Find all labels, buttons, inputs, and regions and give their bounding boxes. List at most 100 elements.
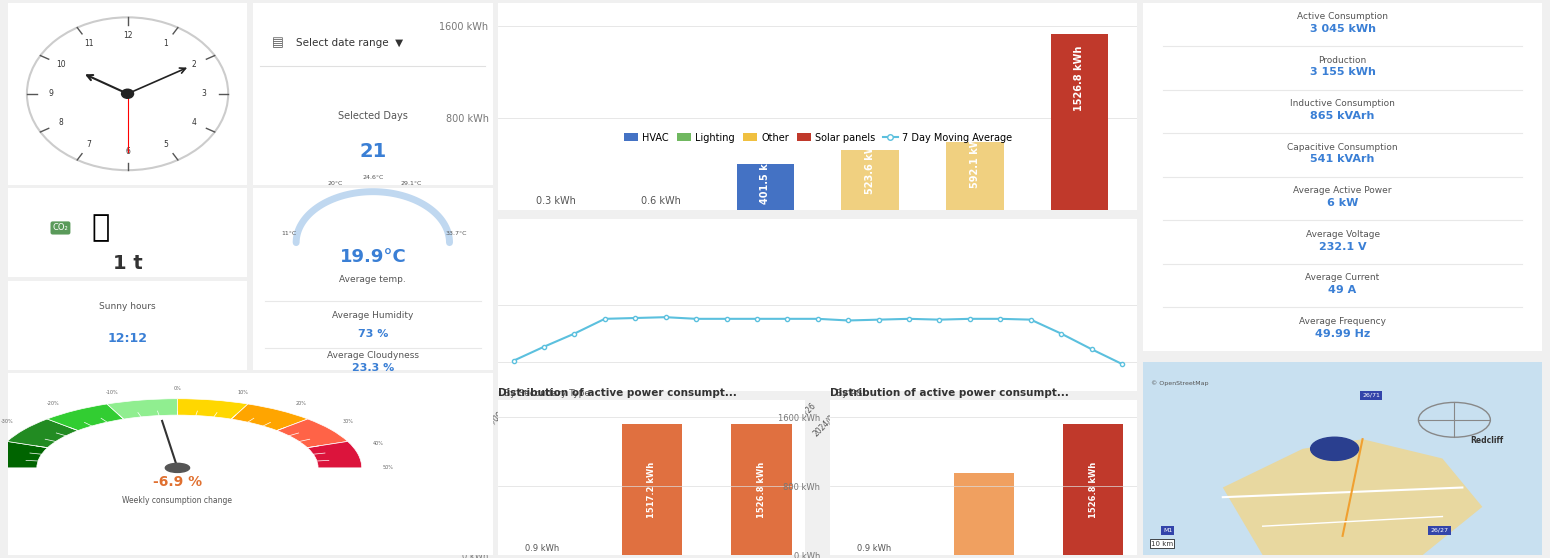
Text: 19.9°C: 19.9°C [339,248,406,266]
Text: 20°C: 20°C [327,181,343,186]
Text: 26/71: 26/71 [1362,393,1381,398]
Text: Production: Production [1319,56,1367,65]
Wedge shape [46,404,124,431]
Text: -30%: -30% [0,419,12,424]
FancyBboxPatch shape [1023,304,1550,558]
Text: Average Active Power: Average Active Power [1293,186,1392,195]
Text: M1: M1 [1162,528,1172,533]
Text: 49.99 Hz: 49.99 Hz [1314,329,1370,339]
Text: 21: 21 [360,142,386,161]
Text: 0%: 0% [174,386,181,391]
Text: 20%: 20% [296,401,307,406]
Wedge shape [277,419,347,448]
Text: 0.9 kWh: 0.9 kWh [857,545,891,554]
Text: Average Humidity: Average Humidity [332,311,414,320]
Text: 0.3 kWh: 0.3 kWh [536,196,577,206]
Wedge shape [0,441,48,468]
Text: 8: 8 [59,118,64,127]
Text: 11°C: 11°C [282,231,296,236]
Text: -20%: -20% [46,401,60,406]
Text: 3 155 kWh: 3 155 kWh [1310,68,1375,78]
Text: 12:12: 12:12 [107,333,147,345]
Text: 50%: 50% [383,465,394,470]
Text: 9: 9 [48,89,53,98]
Text: CO₂: CO₂ [53,223,68,233]
Text: Select date range  ▼: Select date range ▼ [296,38,403,48]
Text: -6.9 %: -6.9 % [153,475,202,489]
Text: 10: 10 [56,60,67,69]
Text: 1: 1 [163,39,169,48]
Text: 5: 5 [163,140,169,148]
Text: Inductive Consumption: Inductive Consumption [1290,99,1395,108]
Text: Distribution of active power consumpt...: Distribution of active power consumpt... [498,388,738,398]
Circle shape [26,17,228,170]
Text: Average Frequency: Average Frequency [1299,317,1386,326]
Text: 541 kVArh: 541 kVArh [1310,155,1375,165]
Text: Selected Days: Selected Days [338,110,408,121]
Text: Average Cloudyness: Average Cloudyness [327,351,419,360]
Circle shape [1311,437,1358,460]
Text: 865 kVArh: 865 kVArh [1310,111,1375,121]
Bar [1063,424,1124,555]
Text: 1517.2 kWh: 1517.2 kWh [648,461,656,518]
Text: Redcliff: Redcliff [1471,436,1503,445]
Wedge shape [177,399,248,419]
Text: Weekly consumption change: Weekly consumption change [122,496,232,505]
Text: 23.3 %: 23.3 % [352,363,394,373]
Text: 73 %: 73 % [358,329,388,339]
Polygon shape [1223,439,1482,555]
Text: © OpenStreetMap: © OpenStreetMap [1152,381,1209,386]
Wedge shape [107,399,177,419]
Wedge shape [307,441,361,468]
Text: 1 t: 1 t [113,254,143,273]
Text: 33.7°C: 33.7°C [446,231,468,236]
Text: 40%: 40% [372,441,383,446]
Text: 10%: 10% [237,390,248,395]
Text: 11: 11 [84,39,95,48]
Text: 10 km: 10 km [1152,541,1173,546]
Text: -10%: -10% [105,390,119,395]
Text: 232.1 V: 232.1 V [1319,242,1367,252]
Text: 12: 12 [122,31,132,40]
Text: 2: 2 [192,60,197,69]
Text: 523.6 kWh: 523.6 kWh [865,136,876,194]
Text: 592.1 kWh: 592.1 kWh [970,129,980,188]
Text: Average Wind Wpeed: Average Wind Wpeed [82,396,174,405]
Bar [732,424,792,555]
Text: 26/27: 26/27 [1431,528,1448,533]
Circle shape [121,89,133,98]
Text: 0.6 kWh: 0.6 kWh [640,196,680,206]
Text: 24.6°C: 24.6°C [363,175,383,180]
Text: 6 kW: 6 kW [1327,198,1358,208]
Text: Average Voltage: Average Voltage [1305,230,1380,239]
Text: 6: 6 [126,147,130,156]
Text: 4: 4 [192,118,197,127]
Text: Sunny hours: Sunny hours [99,301,157,311]
Text: By P&L: By P&L [835,389,868,398]
Text: Distribution of active power consumpt...: Distribution of active power consumpt... [831,388,1070,398]
Text: 👣: 👣 [91,214,110,243]
Text: 1526.8 kWh: 1526.8 kWh [1088,461,1097,517]
Text: Average temp.: Average temp. [339,275,406,283]
Bar [622,425,682,555]
Legend: HVAC, Lighting, Other, Solar panels, 7 Day Moving Average: HVAC, Lighting, Other, Solar panels, 7 D… [620,129,1015,146]
Text: Active Consumption: Active Consumption [1297,12,1389,21]
Text: 49 A: 49 A [1328,285,1356,295]
Text: 1526.8 kWh: 1526.8 kWh [1074,45,1085,111]
Text: 30%: 30% [343,419,353,424]
Text: 29.1°C: 29.1°C [400,181,422,186]
Bar [736,163,794,210]
Text: 3 045 kWh: 3 045 kWh [1310,24,1375,34]
Text: 0.9 kWh: 0.9 kWh [525,545,560,554]
Bar [953,473,1014,555]
Text: 1526.8 kWh: 1526.8 kWh [756,461,766,517]
Wedge shape [8,419,78,448]
Text: ▤: ▤ [273,36,284,49]
Bar [842,150,899,210]
Circle shape [166,463,189,473]
Text: Capacitive Consumption: Capacitive Consumption [1288,143,1398,152]
Text: 4.6 m/s: 4.6 m/s [102,429,153,442]
Text: By Secondary Type: By Secondary Type [504,389,591,398]
Bar [1051,34,1108,210]
Wedge shape [231,404,308,431]
